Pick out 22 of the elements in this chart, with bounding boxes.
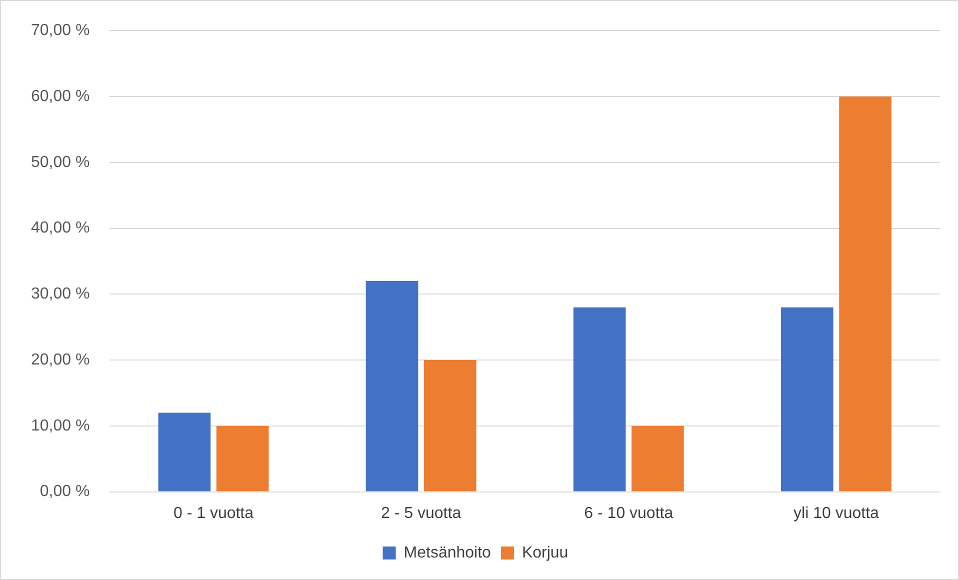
x-tick-label: 2 - 5 vuotta xyxy=(381,504,462,522)
legend-label: Metsänhoito xyxy=(404,544,492,562)
x-tick-label: 0 - 1 vuotta xyxy=(173,504,254,522)
x-tick-label: 6 - 10 vuotta xyxy=(584,504,674,522)
y-tick-label: 0,00 % xyxy=(40,483,90,500)
y-tick-label: 40,00 % xyxy=(30,220,90,237)
y-tick-label: 60,00 % xyxy=(30,88,90,105)
bar xyxy=(158,412,211,492)
bar xyxy=(839,96,892,492)
y-tick-label: 30,00 % xyxy=(30,286,90,303)
bar xyxy=(781,307,834,492)
y-tick-label: 70,00 % xyxy=(30,22,90,40)
x-tick-label: yli 10 vuotta xyxy=(794,504,880,522)
bar xyxy=(424,360,476,492)
bar xyxy=(216,426,269,492)
legend-label: Korjuu xyxy=(522,544,568,562)
bar xyxy=(366,280,418,492)
y-tick-label: 10,00 % xyxy=(30,417,90,434)
bar xyxy=(632,426,684,492)
y-tick-label: 20,00 % xyxy=(30,351,90,368)
bar xyxy=(573,307,626,492)
y-tick-label: 50,00 % xyxy=(30,154,90,171)
